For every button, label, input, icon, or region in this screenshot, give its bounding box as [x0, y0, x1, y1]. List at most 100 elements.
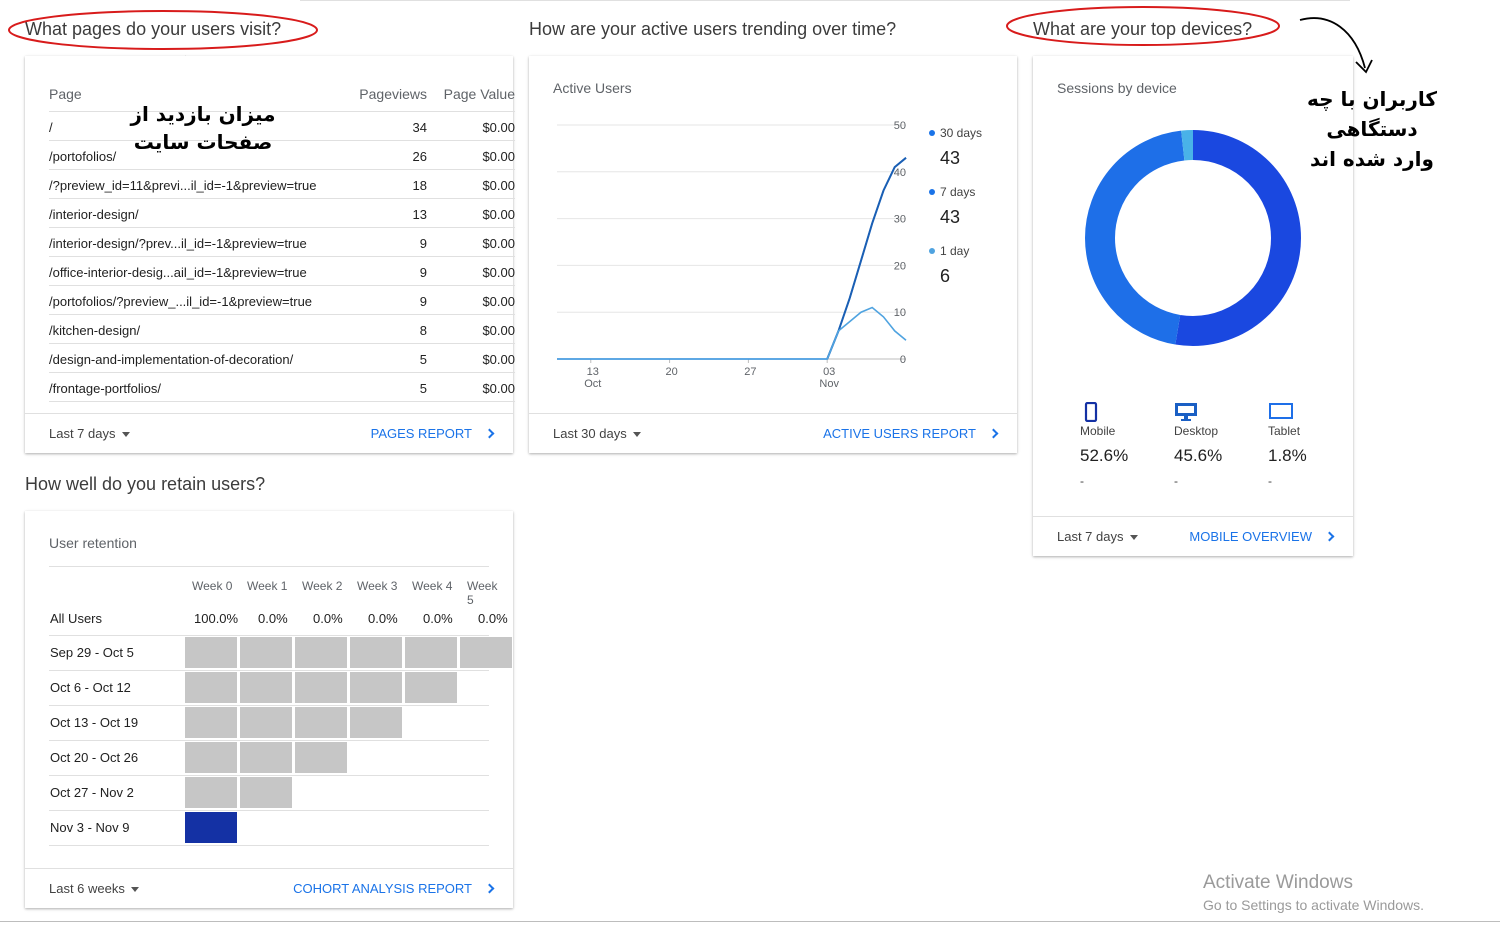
retention-cell[interactable] — [240, 777, 292, 808]
cell-views: 34 — [412, 120, 427, 135]
retention-cell[interactable] — [295, 637, 347, 668]
retention-cell[interactable] — [185, 742, 237, 773]
table-row[interactable]: /interior-design/?prev...il_id=-1&previe… — [49, 228, 515, 257]
legend-dot-icon — [929, 130, 935, 136]
red-circle-devices — [1006, 6, 1280, 46]
cohort-row: Nov 3 - Nov 9 — [49, 811, 489, 846]
retention-cell[interactable] — [350, 637, 402, 668]
desktop-icon — [1174, 402, 1264, 424]
table-row[interactable]: /design-and-implementation-of-decoration… — [49, 344, 515, 373]
legend-label: 30 days — [940, 126, 983, 140]
legend-dot-icon — [929, 189, 935, 195]
retention-card-footer: Last 6 weeks COHORT ANALYSIS REPORT — [25, 868, 513, 908]
table-row[interactable]: /portofolios/?preview_...il_id=-1&previe… — [49, 286, 515, 315]
arrow-devices — [1299, 17, 1366, 69]
active-users-range-dropdown[interactable]: Last 30 days — [553, 426, 641, 441]
device-name: Tablet — [1268, 424, 1301, 438]
retention-cell[interactable] — [185, 777, 237, 808]
retention-cell[interactable] — [350, 672, 402, 703]
cohort-report-link[interactable]: COHORT ANALYSIS REPORT — [293, 881, 495, 896]
device-delta: - — [1268, 474, 1272, 488]
active-users-report-link[interactable]: ACTIVE USERS REPORT — [823, 426, 999, 441]
retention-cell[interactable] — [240, 742, 292, 773]
week-header: Week 1 — [247, 579, 288, 593]
x-tick-label: 20 — [665, 366, 677, 378]
devices-section-title: What are your top devices? — [1033, 19, 1253, 39]
table-row[interactable]: /?preview_id=11&previ...il_id=-1&preview… — [49, 170, 515, 199]
series-line-1-day — [557, 306, 907, 360]
retention-cell[interactable] — [460, 637, 512, 668]
windows-activation-watermark: Activate Windows Go to Settings to activ… — [1203, 872, 1424, 913]
devices-card: Sessions by device Mobile 52.6% - Deskto… — [1033, 56, 1353, 556]
cell-page: /?preview_id=11&previ...il_id=-1&preview… — [49, 178, 317, 193]
pages-range-dropdown[interactable]: Last 7 days — [49, 426, 130, 441]
cohort-row: Oct 13 - Oct 19 — [49, 706, 489, 741]
cell-views: 9 — [419, 294, 427, 309]
cell-page: / — [49, 120, 53, 135]
device-percent: 1.8% — [1268, 446, 1307, 465]
sessions-donut-chart — [1085, 130, 1301, 346]
y-tick-label: 0 — [900, 354, 906, 366]
retention-cell[interactable] — [350, 707, 402, 738]
legend-item: 1 day 6 — [929, 244, 1009, 287]
retention-range-dropdown[interactable]: Last 6 weeks — [49, 881, 139, 896]
week-header: Week 4 — [412, 579, 453, 593]
table-row[interactable]: /portofolios/26 $0.00 — [49, 141, 515, 170]
cell-page: /frontage-portfolios/ — [49, 381, 162, 396]
retention-cell[interactable] — [240, 707, 292, 738]
y-tick-label: 30 — [894, 214, 906, 226]
pages-report-link[interactable]: PAGES REPORT — [370, 426, 495, 441]
retention-cell[interactable] — [295, 707, 347, 738]
pages-report-label: PAGES REPORT — [370, 426, 472, 441]
mobile-overview-link[interactable]: MOBILE OVERVIEW — [1189, 529, 1335, 544]
y-tick-label: 40 — [894, 167, 906, 179]
retention-cell[interactable] — [240, 637, 292, 668]
top-divider — [300, 0, 1350, 1]
table-row[interactable]: /kitchen-design/8 $0.00 — [49, 315, 515, 344]
chevron-right-icon — [484, 883, 495, 894]
device-delta: - — [1080, 474, 1084, 488]
cell-value: $0.00 — [482, 120, 515, 135]
donut-slice-tablet[interactable] — [1085, 130, 1301, 346]
cohort-label: Oct 20 - Oct 26 — [50, 750, 139, 765]
cell-page: /interior-design/ — [49, 207, 139, 222]
table-row[interactable]: /interior-design/13 $0.00 — [49, 199, 515, 228]
retention-range-label: Last 6 weeks — [49, 881, 125, 896]
donut-slice-desktop[interactable] — [1085, 130, 1301, 346]
retention-cell[interactable] — [185, 707, 237, 738]
cell-views: 8 — [419, 323, 427, 338]
legend-label: 1 day — [940, 244, 970, 258]
watermark-title: Activate Windows — [1203, 872, 1353, 893]
retention-cell[interactable] — [295, 672, 347, 703]
devices-range-dropdown[interactable]: Last 7 days — [1057, 529, 1138, 544]
pages-table: Page Pageviews Page Value / 34 $0.00/porto… — [49, 78, 515, 402]
pages-range-label: Last 7 days — [49, 426, 116, 441]
cell-views: 5 — [419, 352, 427, 367]
retention-cell[interactable] — [240, 672, 292, 703]
cell-views: 13 — [412, 207, 427, 222]
cell-views: 26 — [412, 149, 427, 164]
cell-value: $0.00 — [482, 381, 515, 396]
cell-views: 9 — [419, 265, 427, 280]
retention-cell[interactable] — [295, 742, 347, 773]
retention-cell[interactable] — [405, 672, 457, 703]
device-desktop: Desktop 45.6% - — [1174, 402, 1264, 488]
caret-down-icon — [632, 432, 641, 438]
table-row[interactable]: /office-interior-desig...ail_id=-1&previ… — [49, 257, 515, 286]
retention-cell[interactable] — [185, 672, 237, 703]
device-percent: 52.6% — [1080, 446, 1129, 465]
cohort-label: Oct 27 - Nov 2 — [50, 785, 134, 800]
retention-cell[interactable] — [185, 812, 237, 843]
caret-down-icon — [1129, 535, 1138, 541]
retention-cell[interactable] — [405, 637, 457, 668]
cell-page: /design-and-implementation-of-decoration… — [49, 352, 294, 367]
table-row[interactable]: /frontage-portfolios/5 $0.00 — [49, 373, 515, 402]
active-users-report-label: ACTIVE USERS REPORT — [823, 426, 976, 441]
table-row[interactable]: / 34 $0.00 — [49, 112, 515, 141]
cell-value: $0.00 — [482, 149, 515, 164]
x-tick-label: 27 — [744, 366, 756, 378]
legend-value: 43 — [940, 207, 961, 227]
retention-cell[interactable] — [185, 637, 237, 668]
